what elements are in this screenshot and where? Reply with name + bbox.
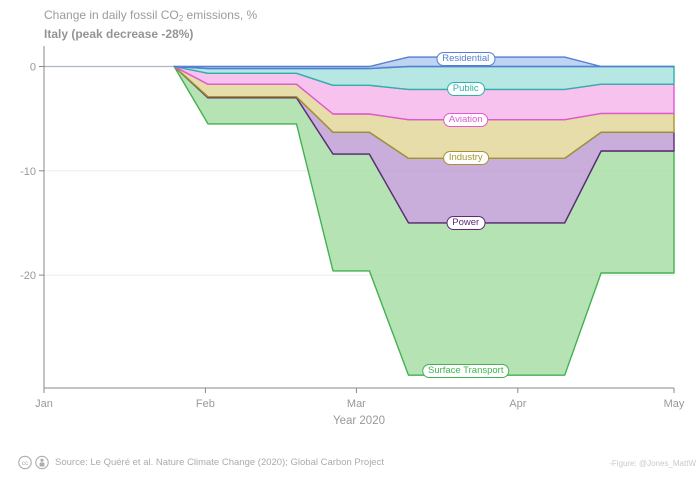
cc-by-icon [40, 458, 44, 462]
page-title: Change in daily fossil CO2 emissions, % [44, 8, 257, 26]
y-tick-label: 0 [30, 62, 36, 74]
source-text: Source: Le Quéré et al. Nature Climate C… [55, 457, 384, 468]
title-prefix: Change in daily fossil CO [44, 8, 179, 22]
x-tick-label-mar: Mar [347, 398, 366, 410]
area-residential [173, 56, 675, 70]
title-block: Change in daily fossil CO2 emissions, % … [44, 8, 257, 41]
emissions-stacked-area-chart: Jan Feb Mar Apr May Year 2020 0 -10 -20 [20, 46, 685, 427]
cc-icon: cc [22, 460, 29, 467]
x-tick-label-may: May [664, 398, 685, 410]
title-suffix: emissions, % [183, 8, 258, 22]
x-axis-title: Year 2020 [333, 415, 385, 427]
title-subscript: 2 [178, 14, 184, 23]
cc-by-license-icons: cc [18, 455, 49, 470]
x-tick-label-jan: Jan [35, 398, 53, 410]
footer: cc Source: Le Quéré et al. Nature Climat… [0, 453, 700, 477]
y-tick-label: -10 [20, 166, 36, 178]
chart-subtitle: Italy (peak decrease -28%) [44, 27, 194, 41]
x-tick-label-feb: Feb [196, 398, 215, 410]
x-tick-label-apr: Apr [509, 398, 526, 410]
figure-attribution: -Figure: @Jones_MattW [609, 459, 696, 468]
y-tick-label: -20 [20, 270, 36, 282]
